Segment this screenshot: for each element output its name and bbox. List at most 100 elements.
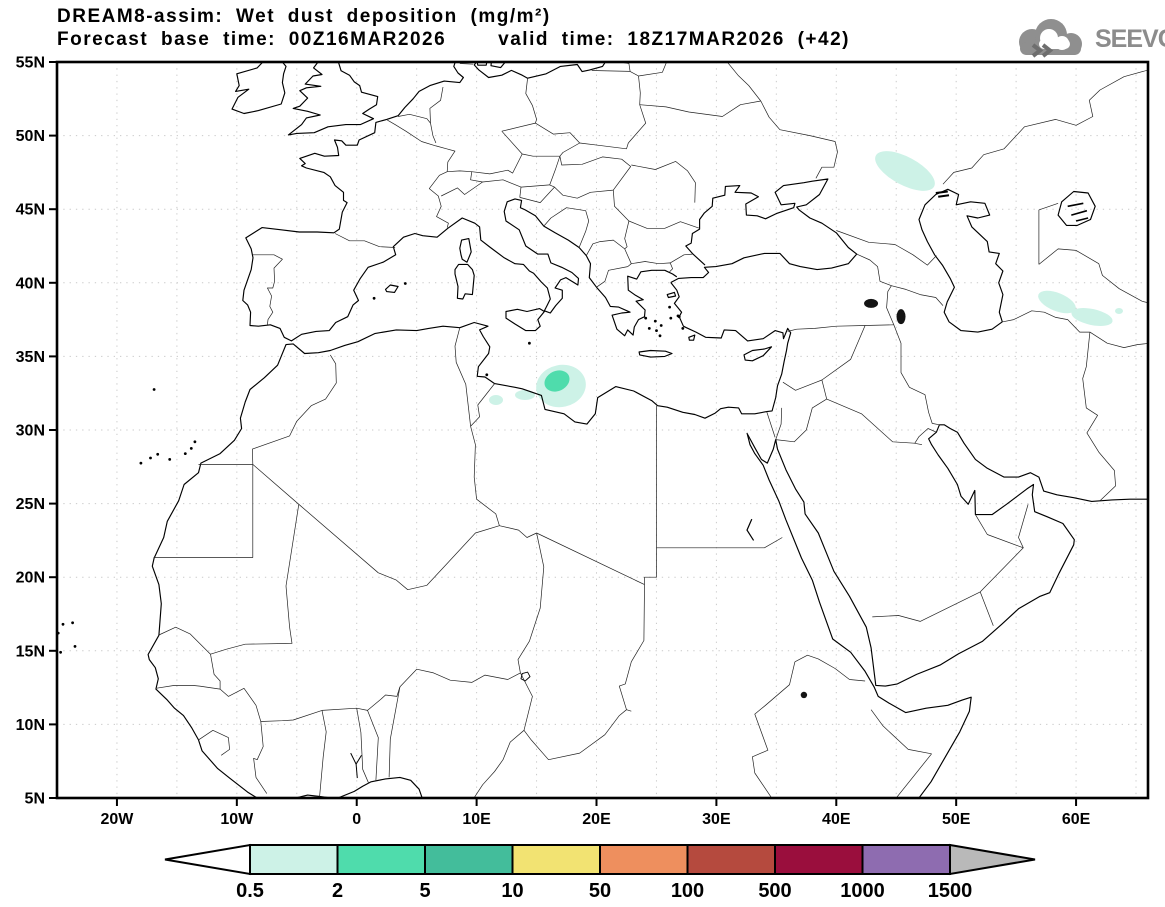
border (459, 63, 474, 65)
lat-label: 25N (16, 496, 45, 513)
islet-dot (183, 452, 187, 455)
island (505, 308, 545, 332)
coastline (293, 776, 423, 798)
border (549, 156, 632, 199)
coastline (147, 282, 792, 798)
colorbar-segment (686, 844, 776, 875)
islet-dot (372, 296, 376, 300)
border (826, 398, 923, 446)
border (856, 253, 895, 325)
colorbar-segment (336, 844, 426, 875)
border (893, 324, 940, 426)
border (870, 709, 932, 755)
small-islands (57, 282, 685, 654)
colorbar-label: 500 (758, 880, 791, 902)
border (334, 233, 396, 248)
logo-text: SEEVCCC (1095, 24, 1165, 53)
border (367, 710, 379, 781)
coastline (287, 62, 379, 136)
islet-dot (659, 324, 663, 327)
lat-label: 15N (16, 643, 45, 660)
islet-dot (485, 373, 489, 377)
border (252, 354, 337, 465)
border (319, 710, 327, 797)
island (454, 263, 475, 300)
lon-label: 10E (462, 811, 491, 828)
aral-islands (1075, 217, 1089, 222)
border (775, 398, 827, 443)
border (596, 261, 673, 288)
island (638, 349, 673, 358)
border (726, 62, 762, 102)
islet-dot (644, 316, 648, 320)
border (198, 729, 230, 756)
border (821, 325, 866, 400)
colorbar-label: 1000 (840, 880, 885, 902)
border (975, 514, 1024, 549)
border (891, 285, 944, 306)
border (1089, 331, 1148, 348)
border (399, 668, 521, 688)
border (579, 142, 629, 150)
colorbar-segment (599, 844, 689, 875)
border (470, 383, 495, 427)
colorbar-segment (424, 844, 514, 875)
border (260, 686, 401, 722)
border (639, 100, 761, 117)
island (384, 284, 399, 293)
lon-label: 50E (942, 811, 971, 828)
lon-label: 20W (100, 811, 134, 828)
longitude-axis: 20W 10W 0 10E 20E 30E 40E 50E 60E (100, 798, 1091, 828)
border (210, 504, 300, 655)
lake-volta (355, 755, 362, 765)
island (459, 238, 472, 263)
islet-dot (676, 314, 680, 318)
deposition-blob-turkmenistan (1038, 290, 1076, 314)
coastline (242, 62, 678, 342)
lake-van (864, 298, 879, 308)
deposition-blob-tunisia (489, 395, 503, 405)
colorbar-label: 0.5 (236, 880, 264, 902)
border (536, 532, 645, 585)
border (482, 179, 550, 188)
border (644, 547, 657, 585)
islet-dot (189, 447, 193, 450)
lat-label: 30N (16, 423, 45, 440)
border (872, 591, 981, 622)
border (519, 186, 555, 203)
deposition-blob-libya-core (544, 370, 570, 392)
border (543, 207, 590, 248)
colorbar-label: 1500 (928, 880, 973, 902)
deposition-contours (489, 151, 1123, 408)
coastline (490, 62, 507, 69)
islet-dot (655, 329, 658, 332)
lat-label: 40N (16, 275, 45, 292)
islet-dot (668, 305, 671, 309)
lat-label: 10N (16, 717, 45, 734)
colorbar-segment (249, 844, 339, 875)
border (752, 661, 796, 798)
border (760, 100, 838, 179)
islet-dot (653, 319, 657, 323)
islet-dot (152, 388, 156, 391)
aral-islands (1067, 202, 1084, 208)
colorbar-overflow-arrow (949, 843, 1036, 876)
islet-dot (168, 458, 172, 461)
lake-tana (800, 691, 808, 699)
border (1082, 332, 1116, 501)
coastlines (147, 62, 1148, 798)
border (794, 654, 866, 682)
border (388, 686, 401, 778)
islet-dot (681, 327, 685, 330)
border (979, 504, 1029, 593)
border (378, 525, 500, 591)
border (519, 187, 522, 198)
plot-subtitle: Forecast base time: 00Z16MAR2026 valid t… (57, 28, 850, 51)
latitude-axis: 55N 50N 45N 40N 35N 30N 25N 20N 15N 10N 5N (16, 55, 57, 808)
border (670, 253, 693, 264)
lon-label: 20E (582, 811, 611, 828)
island (743, 346, 773, 362)
lon-label: 10W (220, 811, 254, 828)
border (219, 687, 262, 722)
